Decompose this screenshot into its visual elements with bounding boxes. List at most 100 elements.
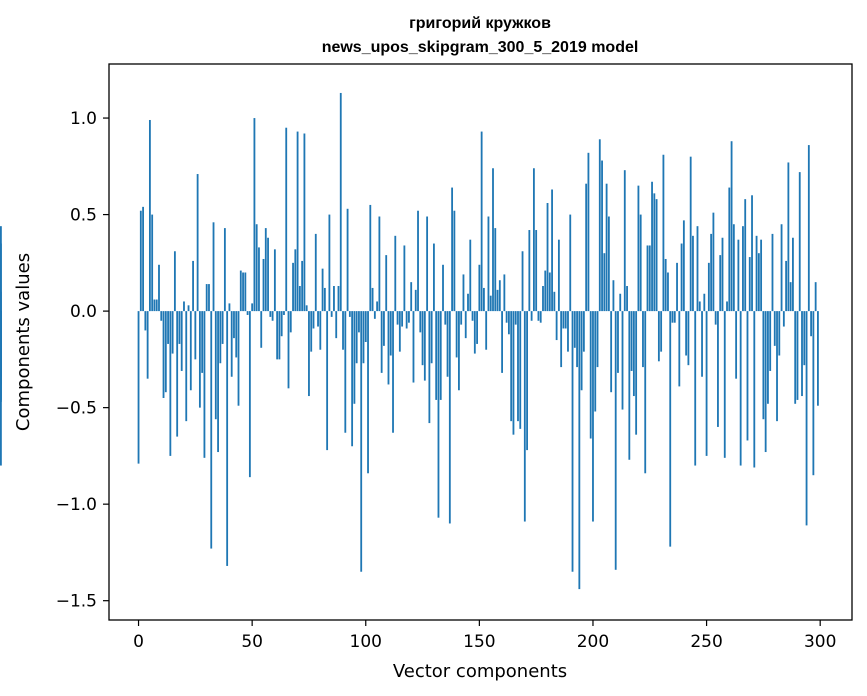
bar-component-29	[203, 311, 206, 458]
bar-component-172	[528, 230, 531, 312]
chart-title-line-1: григорий кружков	[409, 15, 551, 32]
bar-component-86	[333, 286, 335, 312]
bar-component-220	[637, 185, 640, 312]
y-tick-label: 0.0	[70, 302, 97, 322]
bar-component-246	[696, 226, 699, 312]
bar-component-208	[610, 311, 613, 393]
bar-component-148	[473, 311, 476, 354]
bar-component-161	[503, 274, 506, 312]
bar-component-149	[476, 311, 478, 344]
bar-component-35	[217, 311, 219, 453]
bar-component-121	[412, 311, 415, 383]
bar-component-154	[487, 216, 490, 312]
bar-component-131	[435, 311, 438, 400]
bar-component-217	[630, 311, 633, 371]
bar-component-12	[164, 311, 167, 393]
bar-component-186	[560, 311, 563, 368]
bar-component-81	[321, 268, 324, 312]
bar-component-224	[646, 245, 649, 312]
bar-component-198	[587, 152, 590, 312]
bar-component-53	[258, 247, 260, 312]
bar-component-206	[605, 183, 608, 312]
bar-component-26	[196, 174, 199, 312]
bar-component-264	[737, 239, 740, 312]
chart-title-line-2: news_upos_skipgram_300_5_2019 model	[322, 39, 639, 56]
bar-component-167	[517, 311, 519, 422]
bar-component-115	[398, 311, 401, 352]
bar-component-192	[573, 311, 576, 348]
bar-component-113	[394, 235, 397, 312]
bar-component-123	[417, 210, 419, 312]
bar-component-62	[278, 311, 281, 360]
bar-component-160	[501, 311, 503, 373]
bar-component-233	[667, 272, 669, 312]
bar-component-112	[392, 311, 394, 433]
bar-component-75	[308, 311, 310, 397]
bar-component-269	[748, 257, 751, 312]
bar-component-52	[255, 224, 258, 312]
bar-component-72	[301, 260, 304, 312]
bar-component-282	[778, 311, 781, 356]
bar-component-180	[546, 203, 549, 312]
bar-component-238	[678, 311, 681, 387]
bar-component-178	[542, 286, 544, 312]
bar-component-14	[169, 311, 172, 456]
bar-component-218	[632, 311, 635, 397]
bar-component-49	[248, 311, 251, 478]
bar-component-33	[212, 222, 215, 312]
bar-component-117	[403, 245, 406, 312]
bar-component-55	[262, 258, 265, 312]
bar-component-241	[685, 311, 688, 356]
bar-component-119	[408, 311, 410, 323]
x-tick-label: 300	[804, 632, 836, 652]
bar-component-209	[612, 280, 615, 312]
bar-component-138	[451, 187, 454, 312]
bar-component-28	[201, 311, 204, 373]
bar-component-30	[205, 284, 208, 312]
bar-component-136	[446, 311, 449, 377]
x-tick-label: 250	[690, 632, 722, 652]
bar-component-271	[753, 311, 756, 468]
bar-component-165	[512, 311, 515, 435]
bar-component-66	[287, 311, 290, 389]
bar-component-235	[671, 311, 674, 323]
bar-component-109	[385, 255, 388, 312]
bar-component-15	[171, 311, 174, 354]
bar-component-270	[751, 195, 753, 312]
x-tick-label: 150	[463, 632, 495, 652]
bar-component-294	[805, 311, 808, 526]
bar-component-259	[726, 301, 728, 312]
bar-component-212	[619, 293, 622, 312]
bar-component-239	[680, 243, 683, 312]
bar-component-25	[194, 311, 197, 360]
y-axis-label: Components values	[13, 253, 34, 431]
bar-component-179	[544, 270, 547, 312]
bar-component-183	[553, 291, 556, 312]
bar-component-118	[405, 311, 408, 329]
bar-component-202	[596, 311, 599, 368]
bar-component-80	[319, 311, 322, 350]
bar-component-253	[712, 212, 715, 312]
bar-component-190	[569, 214, 572, 312]
bar-component-71	[298, 286, 301, 312]
bar-component-95	[353, 311, 356, 404]
bar-component-236	[673, 311, 676, 323]
bar-component-277	[767, 311, 769, 404]
bar-component-265	[739, 311, 742, 466]
bar-component-127	[426, 216, 429, 312]
bar-component-65	[285, 127, 288, 312]
bar-component-34	[214, 311, 217, 420]
bar-component-143	[462, 274, 465, 312]
bar-component-83	[326, 311, 329, 451]
bar-component-285	[785, 260, 788, 312]
bar-component-223	[644, 311, 647, 474]
bar-component-31	[208, 284, 210, 312]
bar-component-68	[292, 262, 294, 312]
x-tick-label: 200	[577, 632, 609, 652]
bar-component-27	[198, 311, 201, 408]
bar-component-57	[267, 237, 269, 312]
bar-component-3	[144, 311, 147, 331]
bar-component-181	[548, 272, 551, 312]
bar-component-69	[294, 249, 297, 312]
